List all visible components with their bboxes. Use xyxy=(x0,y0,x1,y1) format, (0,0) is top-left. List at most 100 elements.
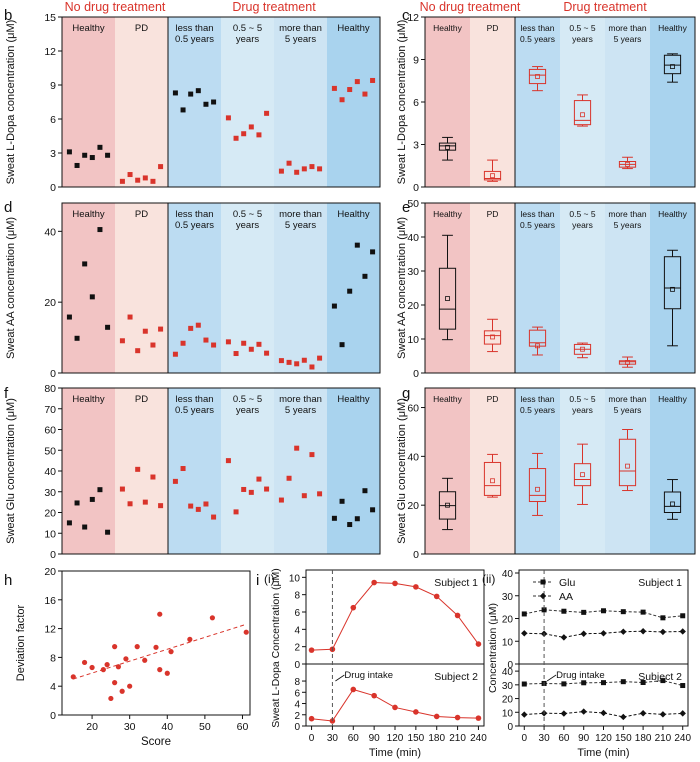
panel-c-region-label-0: Healthy xyxy=(433,23,463,33)
panel-iii-xtick-label-8: 240 xyxy=(674,733,691,744)
panel-c-ytick-label-1: 3 xyxy=(413,140,419,152)
panel-h-point-6 xyxy=(112,644,118,650)
panel-iii-sub1-aa-line xyxy=(524,711,683,718)
panel-h-ylabel: Deviation factor xyxy=(15,604,27,681)
panel-e-region-label-4: more than 5 years xyxy=(608,209,647,230)
panel-d-point-2-5 xyxy=(211,342,217,348)
panel-d-point-4-0 xyxy=(278,358,284,364)
panel-iii-sub1-ytick-label-4: 40 xyxy=(502,667,514,678)
panel-iii-sub1-ytick-label-3: 30 xyxy=(502,681,514,692)
panel-ii-xtick-label-2: 60 xyxy=(348,733,360,744)
panel-c-ytick-label-3: 9 xyxy=(413,55,419,67)
panel-f-point-3-2 xyxy=(241,486,247,492)
panel-label-i-ii: (ii) xyxy=(482,572,495,586)
panel-b-region-bg-0 xyxy=(62,17,115,187)
panel-h-point-12 xyxy=(134,644,140,650)
panel-h-xtick-label-2: 40 xyxy=(161,721,173,733)
panel-iii-sub0-glu-line xyxy=(524,609,683,619)
panel-f-point-2-0 xyxy=(172,478,178,484)
panel-b-point-0-4 xyxy=(97,144,103,150)
panel-f-point-0-5 xyxy=(105,529,111,535)
panel-e-box-0 xyxy=(438,267,457,330)
panel-f-region-bg-2 xyxy=(168,388,221,554)
panel-b-ytick-label-0: 0 xyxy=(50,182,56,194)
panel-ii-sub1-ytick-label-3: 6 xyxy=(294,688,300,699)
panel-ii-xtick-label-6: 180 xyxy=(428,733,445,744)
panel-b-point-1-5 xyxy=(158,164,164,170)
panel-b-point-5-5 xyxy=(370,77,376,83)
panel-b-point-2-4 xyxy=(203,101,209,107)
panel-h-xtick-label-1: 30 xyxy=(124,721,136,733)
panel-d-point-1-3 xyxy=(142,328,148,334)
panel-iii-legend-aa-marker xyxy=(539,592,547,600)
panel-f-region-bg-3 xyxy=(221,388,274,554)
panel-e-region-label-5: Healthy xyxy=(658,209,688,219)
panel-iii-sub0-ytick-label-3: 30 xyxy=(502,592,514,603)
panel-b-point-3-0 xyxy=(225,115,231,121)
panel-b-region-bg-3 xyxy=(221,17,274,187)
panel-h-xtick-label-4: 60 xyxy=(237,721,249,733)
panel-c-mean-2 xyxy=(535,74,540,79)
panel-iii-legend-glu-marker xyxy=(540,579,546,585)
panel-iii-sub0-glu-point-6 xyxy=(640,609,646,615)
panel-ii-sub1-point-7 xyxy=(454,714,461,721)
panel-d-point-3-4 xyxy=(256,341,262,347)
panel-b-point-4-0 xyxy=(278,168,284,174)
panel-f-region-bg-5 xyxy=(327,388,380,554)
panel-d-point-0-2 xyxy=(82,261,88,267)
panel-iii-sub0-ytick-label-1: 10 xyxy=(502,637,514,648)
panel-h-ytick-label-1: 4 xyxy=(50,681,56,693)
panel-ii-subject-label-1: Subject 2 xyxy=(434,671,478,683)
panel-g-box-3 xyxy=(573,463,592,487)
panel-h-point-14 xyxy=(153,644,159,650)
panel-d-point-2-1 xyxy=(180,340,186,346)
panel-d-point-5-5 xyxy=(370,249,376,255)
panel-b-ytick-label-4: 12 xyxy=(44,46,56,58)
panel-iii-sub0-glu-point-5 xyxy=(620,609,626,615)
panel-b-point-2-0 xyxy=(172,90,178,96)
panel-c-mean-5 xyxy=(670,64,675,69)
panel-b-point-0-0 xyxy=(66,149,72,155)
panel-h-point-2 xyxy=(89,664,95,671)
panel-b-point-1-2 xyxy=(135,177,141,183)
panel-e-region-label-3: 0.5 ~ 5 years xyxy=(569,209,596,230)
panel-f-point-1-0 xyxy=(119,486,125,492)
panel-iii-sub0-glu-point-1 xyxy=(541,607,547,613)
panel-b-region-bg-1 xyxy=(115,17,168,187)
panel-label-i-i: (i) xyxy=(264,572,275,586)
panel-iii-sub0-aa-point-3 xyxy=(580,630,587,637)
panel-ii-xtick-label-1: 30 xyxy=(327,733,339,744)
panel-b-point-3-5 xyxy=(264,110,270,116)
panel-f-point-0-2 xyxy=(82,524,88,530)
panel-h-ytick-label-4: 16 xyxy=(44,595,56,607)
panel-d-region-label-5: Healthy xyxy=(337,209,369,220)
panel-f-region-label-2: less than 0.5 years xyxy=(175,394,214,416)
panel-iii-sub1-aa-point-7 xyxy=(659,711,667,718)
panel-e-box-1 xyxy=(483,330,502,345)
panel-d-region-bg-5 xyxy=(327,203,380,373)
panel-h-point-0 xyxy=(70,674,76,680)
panel-b-point-0-1 xyxy=(74,162,80,168)
panel-g-mean-0 xyxy=(445,502,450,508)
panel-g-region-bg-2 xyxy=(515,388,560,554)
panel-d-point-5-4 xyxy=(362,273,368,279)
panel-d-region-bg-0 xyxy=(62,203,115,373)
panel-f-region-label-4: more than 5 years xyxy=(279,394,322,416)
panel-e-ylabel: Sweat AA concentration (μM) xyxy=(396,217,408,359)
panel-d-point-3-0 xyxy=(225,339,231,345)
panel-b-region-label-0: Healthy xyxy=(72,23,104,34)
panel-b-point-4-3 xyxy=(301,166,307,172)
panel-ii-xtick-label-3: 90 xyxy=(369,733,381,744)
panel-iii-sub1-aa-point-8 xyxy=(679,710,686,717)
panel-iii-xtick-label-7: 210 xyxy=(655,733,672,744)
panel-d-point-0-5 xyxy=(105,324,111,330)
panel-c-header-no-drug: No drug treatment xyxy=(420,0,521,14)
panel-b-point-0-2 xyxy=(82,152,88,158)
panel-h-point-3 xyxy=(100,667,106,673)
panel-h-xtick-label-0: 20 xyxy=(86,721,98,733)
panel-iii-sub0-ytick-label-4: 40 xyxy=(502,569,514,580)
panel-ii-drug-arrow xyxy=(335,674,345,682)
panel-f-point-3-0 xyxy=(225,458,231,464)
panel-d-region-bg-3 xyxy=(221,203,274,373)
panel-g-region-bg-5 xyxy=(650,388,695,554)
